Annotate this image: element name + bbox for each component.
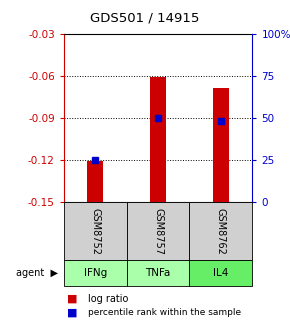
- Text: GDS501 / 14915: GDS501 / 14915: [90, 12, 200, 25]
- Text: ■: ■: [67, 294, 77, 304]
- Text: percentile rank within the sample: percentile rank within the sample: [88, 308, 242, 317]
- Text: GSM8752: GSM8752: [90, 208, 100, 254]
- Text: ■: ■: [67, 307, 77, 318]
- Text: GSM8762: GSM8762: [216, 208, 226, 254]
- Text: IFNg: IFNg: [84, 268, 107, 278]
- Text: IL4: IL4: [213, 268, 229, 278]
- Text: agent  ▶: agent ▶: [16, 268, 58, 278]
- Bar: [87, 161, 103, 202]
- Text: TNFa: TNFa: [145, 268, 171, 278]
- Bar: [150, 77, 166, 202]
- Bar: [213, 88, 229, 202]
- Text: log ratio: log ratio: [88, 294, 129, 304]
- Text: GSM8757: GSM8757: [153, 208, 163, 254]
